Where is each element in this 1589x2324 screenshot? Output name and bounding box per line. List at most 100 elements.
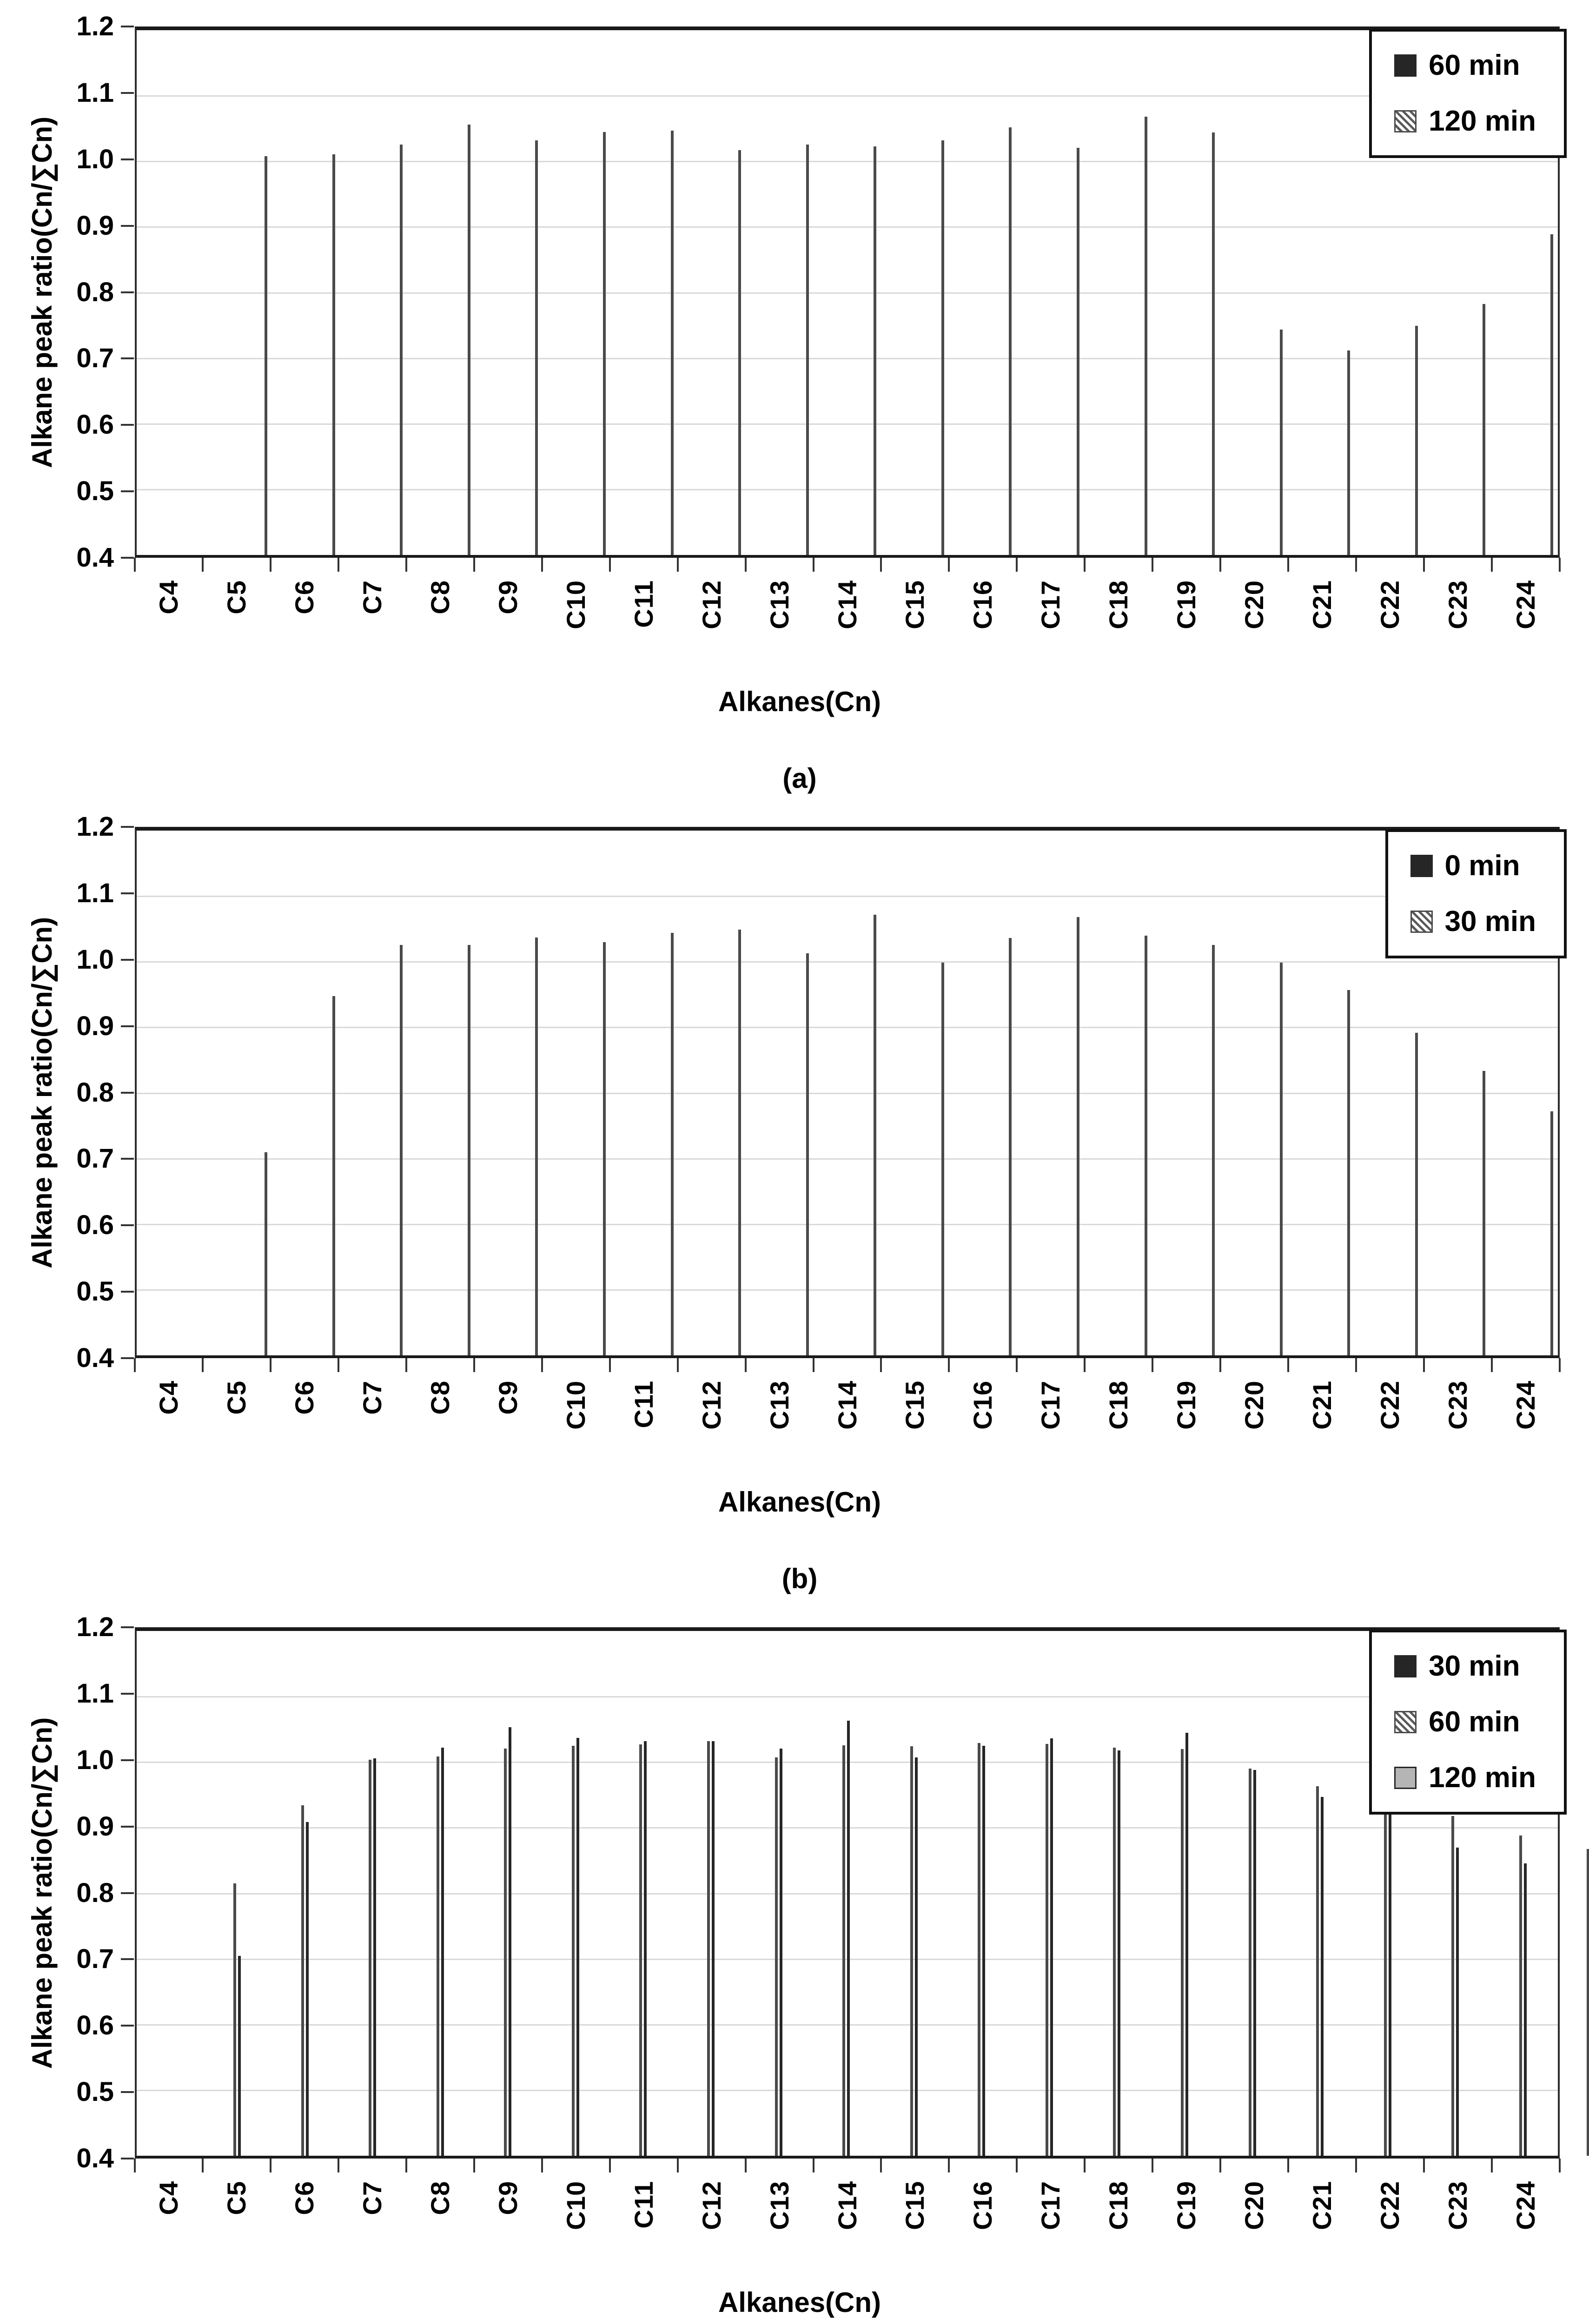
x-tick-label: C11 — [629, 580, 658, 628]
y-axis-tick — [121, 1025, 134, 1027]
x-axis-tick — [337, 558, 339, 572]
y-tick-label: 0.6 — [76, 1210, 114, 1241]
bar-120min-C21 — [1415, 326, 1418, 555]
bar-60min-C9 — [571, 1745, 575, 2156]
x-tick-label: C13 — [764, 1380, 794, 1430]
legend-swatch-solid — [1410, 855, 1433, 877]
bar-60min-C11 — [707, 1741, 710, 2156]
bar-120min-C19 — [1253, 1770, 1256, 2156]
y-tick-label: 0.7 — [76, 1944, 114, 1974]
x-tick-label: C19 — [1172, 580, 1201, 629]
x-axis-tick — [880, 2159, 882, 2172]
x-tick-label: C15 — [900, 1380, 930, 1430]
x-axis-tick — [269, 558, 271, 572]
category-group-C14 — [814, 30, 1069, 555]
category-group-C14 — [814, 831, 1069, 1355]
y-axis-tick — [121, 557, 134, 559]
x-tick-label: C19 — [1172, 2181, 1201, 2230]
legend-label: 120 min — [1429, 105, 1536, 137]
x-tick-label: C22 — [1375, 580, 1405, 629]
x-axis-tick — [201, 558, 204, 572]
bar-30min-C10 — [670, 933, 674, 1355]
category-group-C4 — [137, 30, 392, 555]
y-axis-tick — [121, 1626, 134, 1628]
x-axis-tick — [201, 1358, 204, 1372]
x-axis-tick — [948, 2159, 950, 2172]
plot-area — [135, 1627, 1589, 2159]
category-group-C17 — [1016, 1631, 1215, 2156]
bar-120min-C13 — [847, 1721, 850, 2156]
legend-swatch-hatch — [1410, 911, 1433, 933]
category-group-C15 — [881, 831, 1137, 1355]
x-axis-tick — [1423, 2159, 1425, 2172]
category-group-C9 — [475, 30, 731, 555]
legend-label: 60 min — [1429, 1706, 1520, 1738]
x-axis-tick — [880, 1358, 882, 1372]
bar-30min-C15 — [1009, 938, 1012, 1355]
bar-60min-C6 — [369, 1759, 372, 2156]
x-tick-label: C24 — [1511, 1380, 1541, 1430]
bar-30min-C20 — [1347, 990, 1351, 1355]
category-group-C6 — [272, 831, 528, 1355]
bar-120min-C5 — [332, 154, 335, 555]
x-tick-label: C20 — [1239, 2181, 1269, 2230]
y-tick-label: 0.9 — [76, 210, 114, 241]
bar-30min-C7 — [467, 944, 470, 1355]
x-tick-label: C12 — [696, 2181, 726, 2230]
x-tick-label: C12 — [696, 580, 726, 629]
category-group-C14 — [814, 1631, 1013, 2156]
y-tick-label: 1.2 — [76, 11, 114, 41]
x-tick-label: C10 — [561, 580, 590, 629]
x-axis-tick — [1491, 1358, 1493, 1372]
legend-item: 60 min — [1394, 1708, 1536, 1736]
x-tick-label: C19 — [1172, 1380, 1201, 1430]
x-tick-label: C4 — [153, 1380, 183, 1415]
gridline — [137, 95, 1558, 97]
x-axis-tick — [1084, 1358, 1086, 1372]
y-axis-tick — [121, 92, 134, 94]
bar-60min-C7 — [436, 1756, 439, 2156]
bar-120min-C22 — [1456, 1847, 1459, 2156]
bar-30min-C12 — [806, 953, 809, 1355]
gridline — [137, 1696, 1558, 1698]
y-tick-label: 1.1 — [76, 1678, 114, 1709]
x-axis-tick — [1491, 558, 1493, 572]
category-group-C15 — [881, 30, 1137, 555]
x-axis-tick — [541, 558, 543, 572]
bar-120min-C18 — [1212, 132, 1215, 555]
bar-120min-C7 — [441, 1748, 444, 2156]
x-axis-tick — [269, 1358, 271, 1372]
y-axis-tick — [121, 958, 134, 961]
gridline — [137, 1289, 1558, 1291]
y-tick-label: 0.9 — [76, 1010, 114, 1041]
x-tick-label: C21 — [1307, 580, 1337, 629]
x-tick-label: C20 — [1239, 1380, 1269, 1430]
x-axis-tick — [1016, 558, 1018, 572]
gridline — [137, 357, 1558, 359]
x-tick-label: C6 — [289, 580, 319, 614]
x-tick-label: C6 — [289, 2181, 319, 2215]
x-axis-tick — [948, 1358, 950, 1372]
bar-30min-C19 — [1279, 962, 1283, 1355]
y-axis-tick — [121, 1892, 134, 1894]
y-axis-tick — [121, 1091, 134, 1094]
y-axis-tick — [121, 158, 134, 160]
legend-swatch-solid — [1394, 54, 1417, 77]
y-axis-tick — [121, 1291, 134, 1293]
x-axis-tick — [134, 2159, 136, 2172]
bar-120min-C17 — [1118, 1750, 1121, 2156]
x-axis-tick — [609, 558, 611, 572]
bar-120min-C5 — [305, 1822, 309, 2156]
category-group-C23 — [1423, 831, 1589, 1355]
gridline — [137, 896, 1558, 898]
bar-30min-C18 — [1212, 944, 1215, 1355]
category-group-C4 — [137, 1631, 336, 2156]
category-group-C10 — [543, 831, 798, 1355]
x-axis-tick — [812, 2159, 814, 2172]
category-group-C19 — [1152, 1631, 1351, 2156]
x-axis-tick — [744, 2159, 747, 2172]
y-axis-tick — [121, 892, 134, 894]
bar-120min-C12 — [779, 1748, 782, 2156]
x-tick-label: C21 — [1307, 2181, 1337, 2230]
x-tick-label: C18 — [1104, 1380, 1133, 1430]
